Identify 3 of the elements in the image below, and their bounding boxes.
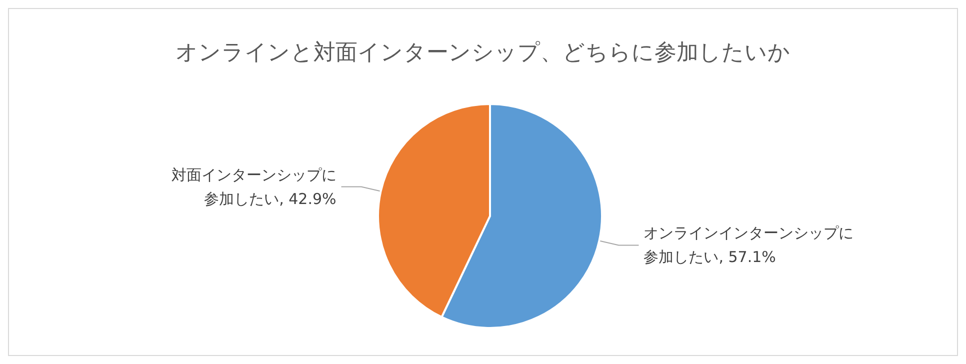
chart-title: オンラインと対面インターンシップ、どちらに参加したいか xyxy=(176,40,790,66)
slice-label: 対面インターンシップに参加したい, 42.9% xyxy=(171,166,336,208)
slice-label: オンラインインターンシップに参加したい, 57.1% xyxy=(644,224,854,266)
